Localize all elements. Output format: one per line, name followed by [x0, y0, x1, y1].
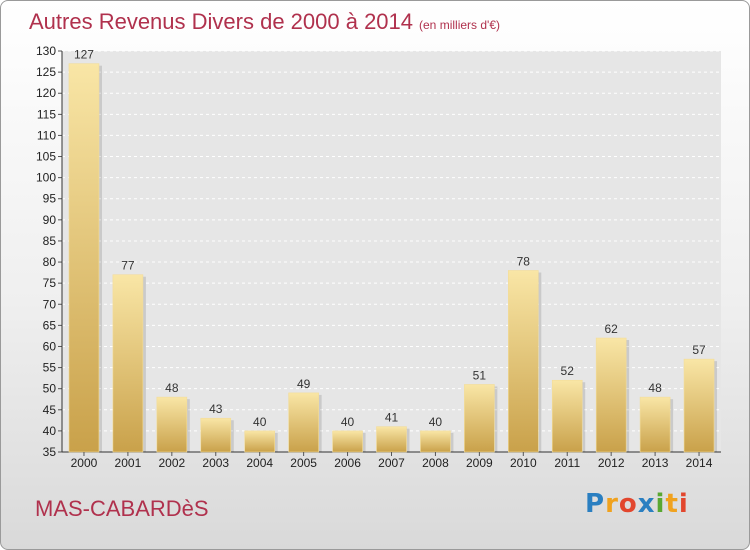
- bar-value-label: 127: [74, 48, 94, 62]
- y-tick-label: 75: [43, 276, 57, 290]
- x-tick-label: 2011: [554, 456, 580, 470]
- bar: [639, 396, 671, 453]
- logo-letter: r: [605, 489, 619, 519]
- y-tick-label: 55: [43, 361, 57, 375]
- logo-letter: i: [655, 489, 666, 519]
- bar: [376, 426, 407, 453]
- y-tick-label: 115: [37, 107, 56, 121]
- bar: [288, 392, 319, 453]
- bar: [595, 337, 627, 453]
- bar-value-label: 48: [165, 381, 179, 395]
- x-tick-label: 2006: [334, 456, 361, 470]
- x-tick-label: 2010: [510, 456, 537, 470]
- proxiti-logo: Proxiti: [585, 489, 689, 519]
- y-tick-label: 35: [43, 445, 57, 459]
- bar: [507, 270, 539, 453]
- x-tick-label: 2014: [686, 456, 713, 470]
- bar: [156, 396, 188, 453]
- bar-value-label: 41: [385, 411, 399, 425]
- bar: [112, 274, 144, 453]
- bar-value-label: 49: [297, 377, 311, 391]
- title-text: Autres Revenus Divers de 2000 à 2014: [29, 9, 414, 34]
- y-tick-label: 105: [36, 150, 56, 164]
- chart-subtitle: (en milliers d'€): [419, 18, 500, 32]
- y-tick-label: 85: [43, 234, 57, 248]
- x-tick-label: 2002: [158, 456, 185, 470]
- bar: [683, 358, 715, 453]
- logo-letter: t: [665, 489, 679, 519]
- y-tick-label: 60: [43, 339, 57, 353]
- x-tick-label: 2000: [71, 456, 98, 470]
- y-tick-label: 95: [43, 192, 57, 206]
- x-tick-label: 2012: [598, 456, 625, 470]
- logo-letter: i: [678, 489, 689, 519]
- bar-value-label: 77: [121, 259, 135, 273]
- y-tick-label: 125: [36, 65, 56, 79]
- x-tick-label: 2003: [202, 456, 229, 470]
- x-tick-label: 2009: [466, 456, 493, 470]
- logo-letter: P: [585, 489, 606, 519]
- bar: [464, 384, 495, 453]
- y-tick-label: 80: [43, 255, 57, 269]
- y-tick-label: 130: [36, 44, 56, 58]
- x-tick-label: 2007: [378, 456, 405, 470]
- bar: [551, 379, 583, 453]
- bar: [420, 430, 451, 453]
- bar-value-label: 40: [253, 415, 267, 429]
- y-tick-label: 70: [43, 297, 57, 311]
- bar-value-label: 40: [341, 415, 355, 429]
- bar: [68, 63, 100, 453]
- logo-letter: x: [637, 489, 656, 519]
- bar-value-label: 51: [473, 368, 487, 382]
- y-tick-label: 110: [37, 128, 56, 142]
- y-tick-label: 90: [43, 213, 57, 227]
- bar: [244, 430, 275, 453]
- bar-value-label: 43: [209, 402, 223, 416]
- x-tick-label: 2001: [115, 456, 142, 470]
- bar-value-label: 78: [517, 254, 531, 268]
- bar-value-label: 52: [561, 364, 575, 378]
- bar-value-label: 40: [429, 415, 443, 429]
- x-tick-label: 2008: [422, 456, 449, 470]
- chart-title: Autres Revenus Divers de 2000 à 2014 (en …: [29, 9, 500, 35]
- x-tick-label: 2013: [642, 456, 669, 470]
- bar-value-label: 57: [692, 343, 706, 357]
- location-name: MAS-CABARDèS: [35, 496, 209, 521]
- x-tick-label: 2004: [246, 456, 273, 470]
- y-tick-label: 100: [36, 171, 56, 185]
- y-tick-label: 40: [43, 424, 57, 438]
- bar-value-label: 48: [648, 381, 662, 395]
- x-tick-label: 2005: [290, 456, 317, 470]
- y-tick-label: 45: [43, 403, 57, 417]
- y-tick-label: 120: [36, 86, 56, 100]
- y-tick-label: 50: [43, 382, 57, 396]
- bar-value-label: 62: [604, 322, 618, 336]
- bar: [332, 430, 363, 453]
- bar: [200, 417, 232, 453]
- logo-letter: o: [618, 489, 638, 519]
- y-tick-label: 65: [43, 318, 57, 332]
